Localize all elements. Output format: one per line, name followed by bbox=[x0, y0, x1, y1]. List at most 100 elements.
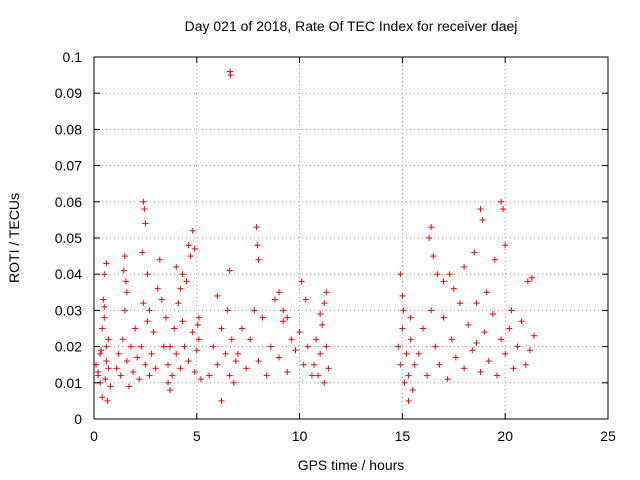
data-point bbox=[489, 311, 496, 318]
data-point bbox=[473, 300, 480, 307]
data-point bbox=[210, 343, 217, 350]
data-point bbox=[162, 314, 169, 321]
data-point bbox=[181, 343, 188, 350]
data-point bbox=[95, 368, 102, 375]
data-point bbox=[123, 358, 130, 365]
data-point bbox=[148, 350, 155, 357]
data-point bbox=[230, 379, 237, 386]
data-point bbox=[448, 336, 455, 343]
data-point bbox=[477, 206, 484, 213]
data-point bbox=[522, 361, 529, 368]
data-point bbox=[407, 336, 414, 343]
data-point bbox=[319, 321, 326, 328]
data-point bbox=[446, 271, 453, 278]
y-tick-label: 0.04 bbox=[55, 266, 82, 282]
data-point bbox=[101, 271, 108, 278]
data-point bbox=[321, 379, 328, 386]
data-point bbox=[251, 307, 258, 314]
data-point bbox=[121, 253, 128, 260]
y-tick-label: 0.09 bbox=[55, 85, 82, 101]
data-point bbox=[288, 336, 295, 343]
data-point bbox=[121, 307, 128, 314]
data-point bbox=[103, 358, 110, 365]
y-tick-label: 0.02 bbox=[55, 339, 82, 355]
data-point bbox=[436, 361, 443, 368]
data-point bbox=[113, 365, 120, 372]
data-point bbox=[218, 397, 225, 404]
data-point bbox=[524, 278, 531, 285]
data-point bbox=[267, 343, 274, 350]
data-point bbox=[298, 278, 305, 285]
data-point bbox=[304, 343, 311, 350]
data-point bbox=[508, 307, 515, 314]
data-point bbox=[411, 361, 418, 368]
y-tick-label: 0 bbox=[74, 411, 82, 427]
data-point bbox=[403, 350, 410, 357]
data-point bbox=[132, 325, 139, 332]
data-point bbox=[502, 350, 509, 357]
data-point bbox=[292, 347, 299, 354]
data-point bbox=[214, 292, 221, 299]
data-point bbox=[154, 285, 161, 292]
x-tick-label: 25 bbox=[600, 428, 616, 444]
data-point bbox=[263, 372, 270, 379]
data-point bbox=[419, 325, 426, 332]
data-point bbox=[440, 314, 447, 321]
data-point bbox=[502, 242, 509, 249]
data-marks bbox=[93, 68, 537, 404]
y-tick-label: 0.01 bbox=[55, 375, 82, 391]
data-point bbox=[428, 307, 435, 314]
data-point bbox=[400, 307, 407, 314]
data-point bbox=[141, 206, 148, 213]
data-point bbox=[284, 314, 291, 321]
data-point bbox=[479, 216, 486, 223]
data-point bbox=[99, 394, 106, 401]
data-point bbox=[167, 387, 174, 394]
data-point bbox=[103, 260, 110, 267]
data-point bbox=[187, 253, 194, 260]
y-tick-label: 0.1 bbox=[63, 49, 83, 65]
data-point bbox=[123, 289, 130, 296]
data-point bbox=[173, 263, 180, 270]
data-point bbox=[185, 358, 192, 365]
data-point bbox=[271, 296, 278, 303]
x-tick-label: 20 bbox=[497, 428, 513, 444]
data-point bbox=[430, 253, 437, 260]
data-point bbox=[197, 376, 204, 383]
data-point bbox=[150, 329, 157, 336]
data-point bbox=[247, 336, 254, 343]
y-tick-label: 0.03 bbox=[55, 302, 82, 318]
data-point bbox=[189, 227, 196, 234]
data-point bbox=[461, 365, 468, 372]
data-point bbox=[185, 242, 192, 249]
data-point bbox=[140, 198, 147, 205]
data-point bbox=[195, 336, 202, 343]
data-point bbox=[397, 271, 404, 278]
data-point bbox=[323, 289, 330, 296]
data-point bbox=[103, 343, 110, 350]
data-point bbox=[101, 303, 108, 310]
data-point bbox=[296, 329, 303, 336]
data-point bbox=[395, 343, 402, 350]
data-point bbox=[530, 332, 537, 339]
data-point bbox=[399, 292, 406, 299]
data-point bbox=[194, 321, 201, 328]
data-point bbox=[399, 325, 406, 332]
data-point bbox=[142, 220, 149, 227]
data-point bbox=[434, 271, 441, 278]
data-point bbox=[183, 278, 190, 285]
data-point bbox=[469, 347, 476, 354]
data-point bbox=[177, 365, 184, 372]
data-point bbox=[171, 325, 178, 332]
data-point bbox=[444, 376, 451, 383]
data-point bbox=[158, 296, 165, 303]
data-point bbox=[140, 300, 147, 307]
data-point bbox=[255, 358, 262, 365]
data-point bbox=[254, 242, 261, 249]
y-axis-title: ROTI / TECUs bbox=[6, 193, 22, 283]
data-point bbox=[117, 372, 124, 379]
data-point bbox=[405, 397, 412, 404]
data-point bbox=[407, 314, 414, 321]
data-point bbox=[323, 343, 330, 350]
data-point bbox=[491, 256, 498, 263]
